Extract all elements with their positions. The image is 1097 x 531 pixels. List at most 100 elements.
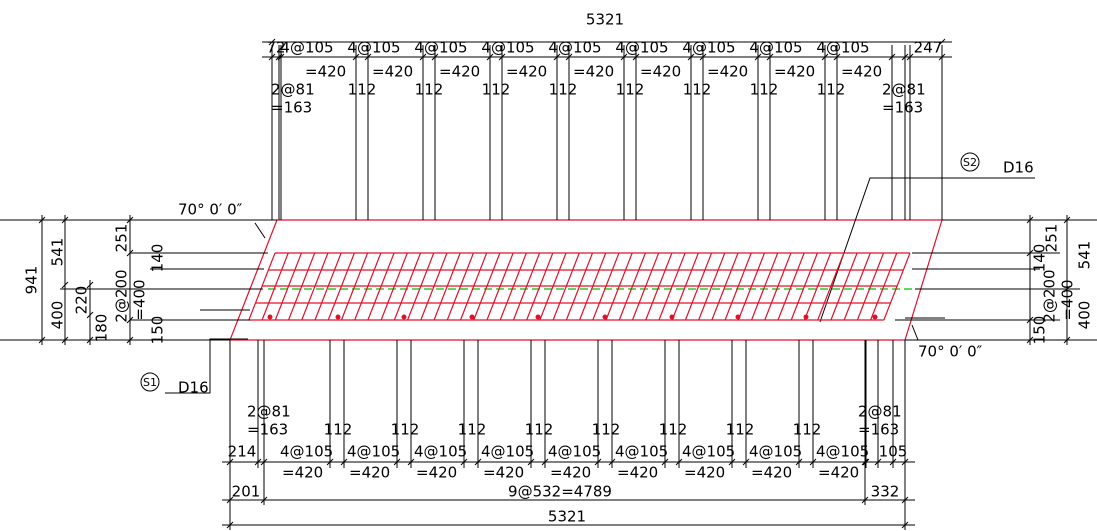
rebar <box>367 252 395 321</box>
dim-label: 4@105 <box>816 443 869 461</box>
dim-tick <box>527 458 535 466</box>
dim-label: 2@200 <box>113 269 131 322</box>
rebar <box>486 252 514 321</box>
dim-tick <box>326 458 334 466</box>
dim-label: 150 <box>1031 316 1049 345</box>
dim-label: 4@105 <box>414 443 467 461</box>
dim-label: =420 <box>372 63 413 81</box>
dim-tick <box>460 458 468 466</box>
dim-tick <box>38 216 46 224</box>
rebar <box>618 252 646 321</box>
dim-label: =420 <box>483 464 524 482</box>
dim-label: 72 <box>266 39 285 57</box>
dim-label: 112 <box>391 421 420 439</box>
dim-label: =420 <box>707 63 748 81</box>
rebar <box>354 252 382 321</box>
dim-label: D16 <box>178 379 209 397</box>
dim-tick <box>38 336 46 344</box>
dim-label: 112 <box>324 421 353 439</box>
dim-tick <box>901 458 909 466</box>
rebar <box>843 252 871 321</box>
dim-tick <box>906 53 914 61</box>
dim-tick <box>474 458 482 466</box>
dim-label: 247 <box>914 39 943 57</box>
dim-label: 332 <box>871 483 900 501</box>
dim-label: 214 <box>228 443 257 461</box>
dim-label: 112 <box>415 81 444 99</box>
dim-tick <box>486 53 494 61</box>
dim-label: 105 <box>879 443 908 461</box>
dim-label: 112 <box>683 81 712 99</box>
dim-tick <box>364 53 372 61</box>
dim-tick <box>795 458 803 466</box>
line <box>911 324 919 341</box>
rebar <box>407 252 435 321</box>
dim-tick <box>608 458 616 466</box>
dim-tick <box>407 458 415 466</box>
dim-label: 941 <box>23 266 41 295</box>
dim-label: 2@81 <box>271 81 315 99</box>
dim-tick <box>699 53 707 61</box>
dim-label: 400 <box>1076 301 1094 330</box>
dim-label: 4@105 <box>615 39 668 57</box>
dim-label: 112 <box>458 421 487 439</box>
dim-tick <box>61 281 69 289</box>
dim-tick <box>1026 249 1034 257</box>
rebar <box>724 252 752 321</box>
rebar <box>446 252 474 321</box>
dim-label: 4@105 <box>548 39 601 57</box>
dim-label: 70° 0′ 0″ <box>918 343 983 361</box>
rebar <box>420 252 448 321</box>
rebar-dot <box>669 314 675 320</box>
dim-tick <box>126 249 134 257</box>
rebar <box>380 252 408 321</box>
dim-label: =420 <box>684 464 725 482</box>
dim-label: 140 <box>1031 244 1049 273</box>
dim-label: =400 <box>1059 279 1077 320</box>
rebar <box>817 252 845 321</box>
dim-label: 541 <box>1076 241 1094 270</box>
dim-label: =163 <box>247 421 288 439</box>
rebar <box>803 252 832 321</box>
dim-label: 112 <box>482 81 511 99</box>
line <box>254 222 266 239</box>
dim-tick <box>86 311 94 319</box>
dim-label: 112 <box>348 81 377 99</box>
rebar-dot <box>267 314 273 320</box>
dim-label: 112 <box>793 421 822 439</box>
dim-label: 4@105 <box>682 443 735 461</box>
dim-label: 4@105 <box>749 39 802 57</box>
dim-label: 400 <box>49 301 67 330</box>
rebar <box>631 252 660 321</box>
rebar <box>764 252 792 321</box>
rebar <box>737 252 766 321</box>
rebar-dot <box>735 314 741 320</box>
dim-label: 70° 0′ 0″ <box>178 201 243 219</box>
dim-label: 4@105 <box>414 39 467 57</box>
dim-tick <box>833 53 841 61</box>
dim-tick <box>86 336 94 344</box>
dim-tick <box>874 458 882 466</box>
leader <box>165 338 248 394</box>
rebar <box>592 252 620 321</box>
dim-label: 251 <box>113 224 131 253</box>
rebar <box>433 252 461 321</box>
rebar-dot <box>803 314 809 320</box>
dim-label: =420 <box>617 464 658 482</box>
rebar <box>777 252 805 321</box>
dim-tick <box>254 458 262 466</box>
dim-label: 201 <box>232 483 261 501</box>
rebar <box>751 252 779 321</box>
dim-label: 4@105 <box>481 443 534 461</box>
dim-tick <box>862 458 870 466</box>
dim-tick <box>809 458 817 466</box>
dim-label: =420 <box>550 464 591 482</box>
dim-tick <box>126 216 134 224</box>
dim-label: =420 <box>439 63 480 81</box>
rebar-dot <box>401 314 407 320</box>
dim-label: 112 <box>549 81 578 99</box>
dim-label: 180 <box>93 314 111 343</box>
rebar-dot <box>469 314 475 320</box>
rebar <box>340 252 369 321</box>
dim-label: 112 <box>659 421 688 439</box>
